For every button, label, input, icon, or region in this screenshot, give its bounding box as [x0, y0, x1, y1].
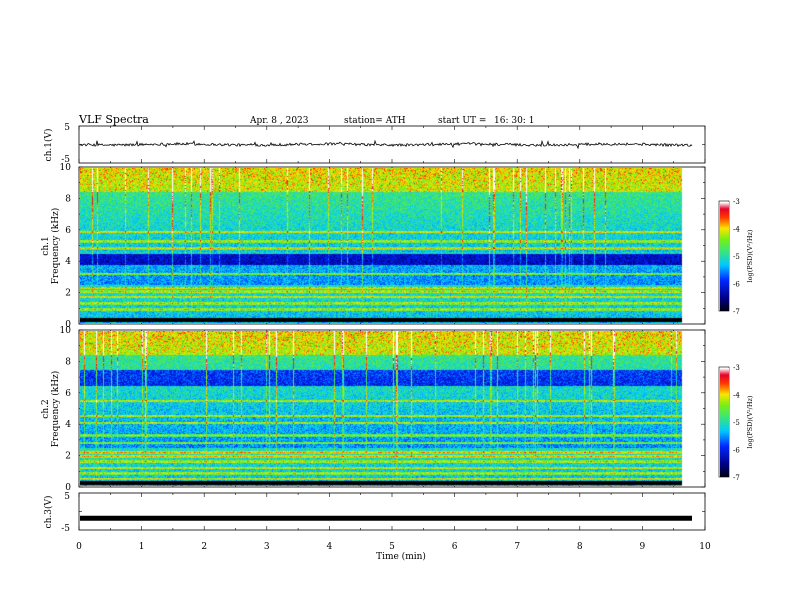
ch2-colorbar-tick: -3	[733, 364, 740, 372]
ch1-colorbar-frame	[718, 200, 730, 312]
ch1-spec-ytick: 10	[60, 163, 72, 173]
x-axis-label: Time (min)	[376, 551, 426, 562]
ch2-spec-ytick: 0	[65, 483, 71, 493]
start-ut-label: start UT =	[438, 116, 486, 126]
ch2-spec-ytick: 8	[65, 357, 71, 367]
ch1-spec-ylabel-line2: Frequency (kHz)	[50, 208, 61, 285]
ch3-ytick-bottom: -5	[61, 524, 70, 534]
ch2-spectrogram-image	[80, 331, 694, 486]
ch3-waveform-frame	[78, 492, 706, 531]
x-tick-label: 5	[389, 542, 395, 552]
ch1-colorbar-tick: -6	[733, 281, 740, 289]
ch1-colorbar-tick: -5	[733, 253, 740, 261]
ch1-colorbar-tick: -4	[733, 226, 740, 234]
ch2-colorbar-tick: -7	[733, 474, 740, 482]
ch2-spec-ytick: 2	[65, 452, 71, 462]
ch1-colorbar-tick: -7	[733, 308, 740, 316]
ch1-spectrogram-image	[80, 168, 694, 323]
x-tick-label: 8	[577, 542, 583, 552]
ch2-spec-ytick: 4	[65, 420, 71, 430]
ch1-waveform-line	[79, 139, 693, 150]
ch2-colorbar-tick: -5	[733, 419, 740, 427]
x-tick-label: 10	[699, 542, 711, 552]
ch1-colorbar-ticks: -3 -4 -5 -6 -7	[733, 198, 740, 316]
x-tick-label: 4	[327, 542, 333, 552]
ch1-ytick-bottom: -5	[61, 155, 70, 165]
ch1-spec-ytick: 8	[65, 194, 71, 204]
ch1-spec-ytick: 4	[65, 257, 71, 267]
figure-title: VLF Spectra	[78, 113, 149, 126]
ch2-spec-ylabel-line1: ch.2	[41, 399, 51, 418]
ch2-colorbar-ticks: -3 -4 -5 -6 -7	[733, 364, 740, 482]
ch1-colorbar-label: log(PSD)(V²/Hz)	[746, 229, 754, 282]
x-tick-label: 0	[76, 542, 82, 552]
ch2-colorbar-tick: -6	[733, 447, 740, 455]
ch1-spec-ylabel-line1: ch.1	[41, 236, 51, 255]
x-tick-label: 6	[452, 542, 458, 552]
x-tick-label: 2	[201, 542, 207, 552]
ch1-colorbar	[720, 202, 729, 311]
ch2-colorbar-tick: -4	[733, 392, 740, 400]
x-tick-label: 3	[264, 542, 270, 552]
ch2-colorbar-label: log(PSD)(V²/Hz)	[746, 395, 754, 448]
ch2-colorbar-frame	[718, 366, 730, 478]
ch3-ytick-top: 5	[64, 492, 70, 502]
ch1-spec-ytick: 6	[65, 226, 71, 236]
x-tick-label: 1	[139, 542, 145, 552]
x-tick-label: 7	[514, 542, 520, 552]
x-tick-label: 9	[640, 542, 646, 552]
ch1-ylabel: ch.1(V)	[43, 129, 54, 162]
ch1-colorbar-tick: -3	[733, 198, 740, 206]
x-tick-labels: 0 1 2 3 4 5 6 7 8 9 10	[76, 542, 711, 552]
ch2-colorbar	[720, 368, 729, 477]
ch1-spec-ytick: 2	[65, 289, 71, 299]
ch2-spec-ytick: 6	[65, 389, 71, 399]
start-ut-value: 16: 30: 1	[494, 116, 534, 126]
ch2-spec-ylabel-line2: Frequency (kHz)	[50, 371, 61, 448]
ch1-ytick-top: 5	[64, 123, 70, 133]
ch1-spec-yticks: 0 2 4 6 8 10	[60, 163, 72, 330]
station-label: station= ATH	[344, 116, 406, 126]
ch2-spec-ytick: 10	[60, 326, 72, 336]
date-label: Apr. 8 , 2023	[249, 116, 309, 126]
ch2-spec-yticks: 0 2 4 6 8 10	[60, 326, 72, 493]
ch3-ylabel: ch.3(V)	[43, 496, 54, 529]
ch1-spec-ytick: 0	[65, 320, 71, 330]
